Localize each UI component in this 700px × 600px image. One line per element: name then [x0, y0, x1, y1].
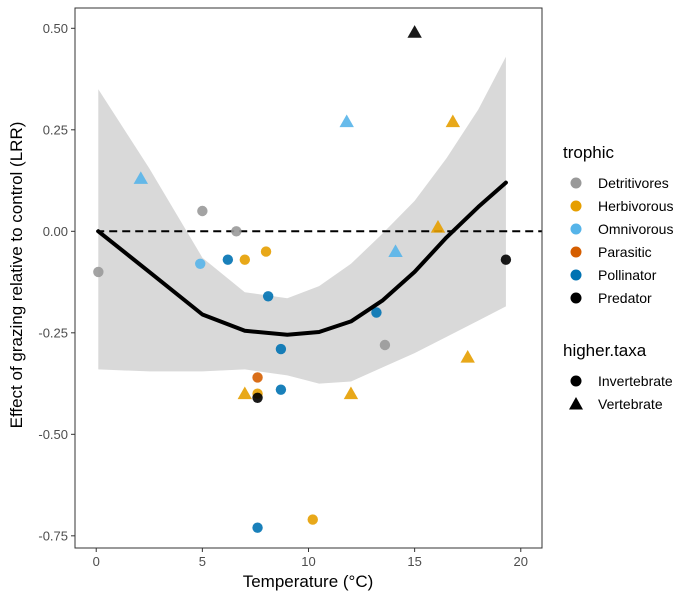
y-tick-label: 0.25 [43, 122, 68, 137]
y-tick-label: -0.75 [38, 528, 68, 543]
legend-label-herbivorous: Herbivorous [598, 198, 673, 214]
axes: 0 5 10 15 20 -0.75 -0.50 -0.25 0.00 0.25 0.50 [38, 7, 543, 569]
data-point-triangle [445, 114, 461, 128]
legend-label-parasitic: Parasitic [598, 244, 652, 260]
data-point-circle [275, 384, 287, 395]
data-point-triangle [388, 244, 403, 258]
y-tick-label: 0.00 [43, 224, 68, 239]
data-point-circle [371, 307, 382, 318]
data-point-triangle [343, 386, 359, 400]
data-point-circle [262, 291, 274, 302]
data-point-triangle [430, 220, 446, 233]
y-tick-label: 0.50 [43, 21, 68, 36]
x-tick-label: 5 [199, 554, 206, 569]
legend-key-pollinator [570, 269, 582, 281]
data-point-circle [252, 372, 263, 383]
x-tick-label: 10 [301, 554, 315, 569]
data-point-triangle [133, 171, 149, 184]
data-point-circle [195, 258, 206, 269]
y-axis-title: Effect of grazing relative to control (L… [7, 122, 26, 429]
x-tick-label: 20 [514, 554, 528, 569]
legend-key-herbivorous [570, 200, 582, 212]
data-point-circle [252, 522, 263, 533]
data-point-circle [307, 514, 318, 525]
y-tick-label: -0.50 [38, 427, 68, 442]
data-point-circle [197, 205, 208, 217]
data-point-triangle [339, 114, 354, 128]
legend-title-higher-taxa: higher.taxa [563, 341, 647, 360]
data-point-circle [239, 254, 251, 265]
legend-label-vertebrate: Vertebrate [598, 396, 663, 412]
data-point-circle [252, 392, 263, 403]
y-tick-label: -0.25 [38, 325, 68, 340]
confidence-ribbon [98, 56, 506, 384]
plot-area [93, 25, 542, 533]
smooth-fit-line [96, 180, 508, 337]
data-point-circle [222, 254, 234, 265]
x-tick-label: 15 [407, 554, 421, 569]
data-point-triangle [407, 25, 422, 38]
x-axis-title: Temperature (°C) [243, 572, 374, 591]
legend-label-predator: Predator [598, 290, 652, 306]
data-point-circle [260, 246, 272, 257]
legend-key-predator [570, 292, 582, 304]
legend-key-omnivorous [570, 223, 582, 235]
legend: trophic Detritivores Herbivorous Omnivorous… [563, 143, 673, 412]
data-point-triangle [237, 386, 253, 400]
data-point-circle [379, 339, 391, 351]
legend-key-parasitic [570, 246, 582, 258]
data-point-circle [93, 266, 104, 278]
data-point-circle [500, 254, 512, 265]
legend-title-trophic: trophic [563, 143, 615, 162]
legend-key-detritivores [570, 177, 582, 189]
legend-key-invertebrate [570, 375, 582, 387]
data-point-circle [231, 226, 242, 237]
legend-label-omnivorous: Omnivorous [598, 221, 673, 237]
legend-label-invertebrate: Invertebrate [598, 373, 673, 389]
legend-label-detritivores: Detritivores [598, 175, 669, 191]
legend-key-vertebrate [569, 397, 583, 410]
x-tick-label: 0 [93, 554, 100, 569]
legend-label-pollinator: Pollinator [598, 267, 657, 283]
data-point-circle [275, 343, 287, 355]
data-point-triangle [460, 349, 475, 363]
